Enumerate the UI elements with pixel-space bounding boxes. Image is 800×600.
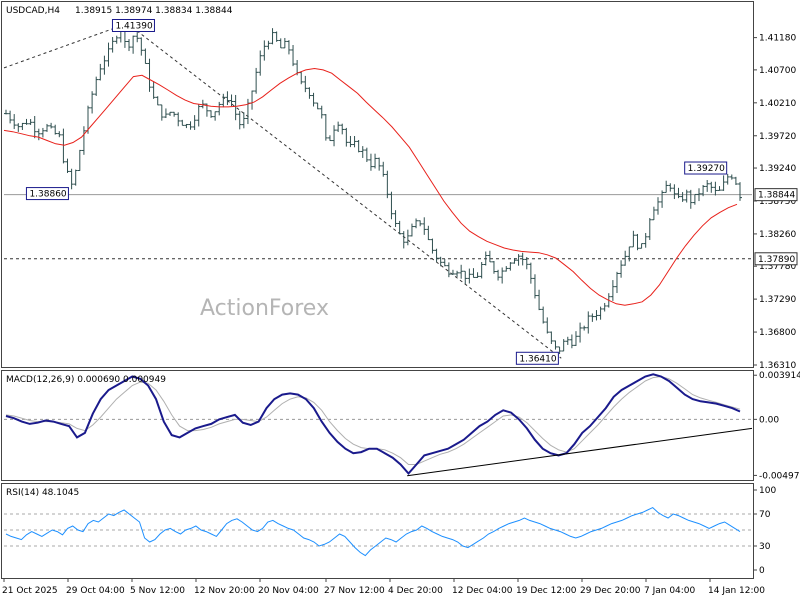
price-annotations: 1.41390 1.38860 1.36410 1.39270 [25, 18, 728, 365]
time-tick-label: 4 Dec 20:00 [388, 586, 443, 596]
price-tick-label: 1.36310 [759, 361, 796, 371]
price-annotation-label: 1.38860 [29, 190, 66, 200]
rsi-tick-label: 70 [759, 510, 771, 520]
price-tick-label: 1.37290 [759, 295, 796, 305]
time-tick-label: 20 Nov 04:00 [258, 586, 319, 596]
price-trendlines [3, 23, 562, 359]
horizontal-lines: 1.38844 1.37890 [4, 188, 798, 266]
price-tick-label: 1.38260 [759, 230, 796, 240]
macd-series-main [5, 373, 741, 476]
price-tick-label: 1.40700 [759, 66, 796, 76]
time-tick-label: 12 Nov 20:00 [194, 586, 255, 596]
rsi-title: RSI(14) 48.1045 [6, 488, 79, 498]
price-tick-label: 1.38750 [759, 197, 796, 207]
price-tick-label: 1.36800 [759, 328, 796, 338]
time-tick-label: 29 Oct 04:00 [66, 586, 125, 596]
price-axis: 1.41180 1.40700 1.40210 1.39720 1.39240 1.387… [753, 34, 796, 371]
macd-title: MACD(12,26,9) 0.000690 0.000949 [6, 375, 166, 385]
price-level-box [754, 188, 798, 202]
rsi-panel-frame [1, 483, 754, 579]
price-annotation-box [684, 161, 728, 175]
time-tick-label: 5 Nov 12:00 [130, 586, 185, 596]
price-tick-label: 1.41180 [759, 34, 796, 44]
macd-axis: 0.003914 0.00 -0.00497 [4, 371, 800, 481]
macd-trendline [407, 427, 753, 477]
price-tick-label: 1.39720 [759, 132, 796, 142]
price-level-label: 1.37890 [758, 255, 795, 265]
macd-series-signal [5, 375, 741, 465]
price-annotation-label: 1.39270 [688, 164, 725, 174]
time-tick-label: 29 Dec 20:00 [580, 586, 641, 596]
price-annotation-label: 1.36410 [519, 354, 556, 364]
price-annotation-box [515, 351, 559, 365]
rsi-tick-label: 30 [759, 542, 771, 552]
price-level-label: 1.38844 [758, 191, 795, 201]
moving-average-line [3, 67, 738, 306]
macd-tick-label: 0.003914 [759, 371, 800, 381]
time-tick-label: 12 Dec 04:00 [452, 586, 513, 596]
rsi-series [5, 507, 741, 557]
time-tick-label: 14 Jan 12:00 [708, 586, 765, 596]
trendline-to-high [3, 23, 128, 69]
price-tick-label: 1.37780 [759, 262, 796, 272]
rsi-axis: 100 70 30 0 [4, 486, 776, 576]
time-axis: 21 Oct 2025 29 Oct 04:00 5 Nov 12:00 12 Nov… [2, 578, 765, 596]
rsi-tick-label: 0 [759, 566, 765, 576]
price-tick-label: 1.39240 [759, 164, 796, 174]
trendline-high-to-low [127, 23, 562, 359]
time-tick-label: 7 Jan 04:00 [644, 586, 696, 596]
price-annotation-box [25, 187, 69, 201]
moving-average [3, 67, 738, 306]
price-level-box [754, 252, 798, 266]
macd-tick-label: -0.00497 [759, 471, 799, 481]
price-annotation-box [111, 18, 155, 32]
watermark: ActionForex [200, 296, 329, 321]
chart-ohlc-readout: 1.38915 1.38974 1.38834 1.38844 [75, 6, 233, 16]
price-annotation-label: 1.41390 [115, 21, 152, 31]
price-panel-frame [1, 1, 754, 368]
rsi-tick-label: 100 [759, 486, 776, 496]
macd-panel-frame [1, 370, 754, 481]
price-bars [4, 27, 742, 355]
time-tick-label: 21 Oct 2025 [2, 586, 58, 596]
macd-lines [5, 373, 753, 477]
chart-symbol-title: USDCAD,H4 [6, 6, 60, 16]
time-tick-label: 27 Nov 12:00 [324, 586, 385, 596]
time-tick-label: 19 Dec 12:00 [516, 586, 577, 596]
rsi-line [5, 507, 741, 557]
price-tick-label: 1.40210 [759, 99, 796, 109]
macd-tick-label: 0.00 [759, 415, 779, 425]
